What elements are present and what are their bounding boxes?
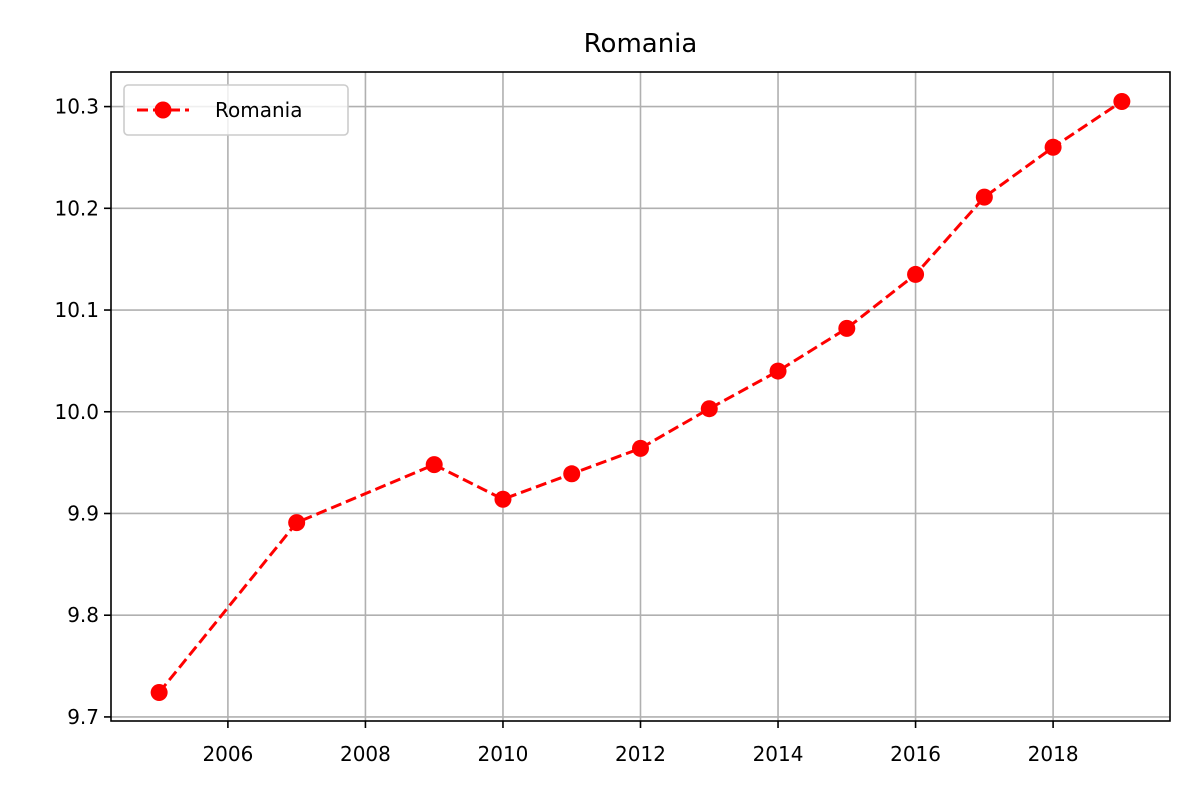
data-point — [907, 265, 925, 283]
x-tick-label: 2008 — [340, 742, 391, 766]
data-point — [975, 188, 993, 206]
data-point — [150, 684, 168, 702]
chart-title: Romania — [584, 29, 698, 59]
data-point — [494, 490, 512, 508]
x-tick-label: 2012 — [615, 742, 666, 766]
data-point — [1113, 93, 1131, 110]
data-point — [1044, 138, 1062, 156]
y-tick-label: 9.9 — [67, 501, 99, 525]
data-point — [288, 514, 306, 532]
data-point — [425, 456, 443, 474]
x-tick-label: 2018 — [1028, 742, 1079, 766]
x-tick-label: 2006 — [202, 742, 253, 766]
x-tick-label: 2014 — [753, 742, 804, 766]
data-point — [838, 319, 856, 337]
y-tick-label: 9.8 — [67, 603, 99, 627]
y-tick-label: 10.2 — [54, 196, 99, 220]
y-tick-label: 10.3 — [54, 95, 99, 119]
legend-marker-swatch — [154, 101, 172, 119]
series-layer — [150, 93, 1131, 702]
legend-box — [123, 84, 349, 136]
y-tick-label: 10.1 — [54, 298, 99, 322]
legend: Romania — [123, 84, 349, 136]
x-tick-label: 2016 — [890, 742, 941, 766]
legend-label: Romania — [215, 98, 302, 122]
y-tick-label: 9.7 — [67, 705, 99, 729]
data-point — [563, 465, 581, 483]
x-tick-label: 2010 — [478, 742, 529, 766]
data-point — [769, 362, 787, 380]
y-tick-label: 10.0 — [54, 400, 99, 424]
data-point — [632, 439, 649, 457]
axis-ticks: 2006 2008 2010 2012 2014 2016 2018 9.7 9.8 9.9 10.… — [54, 95, 1078, 766]
grid — [111, 72, 1170, 721]
data-point — [700, 400, 718, 418]
